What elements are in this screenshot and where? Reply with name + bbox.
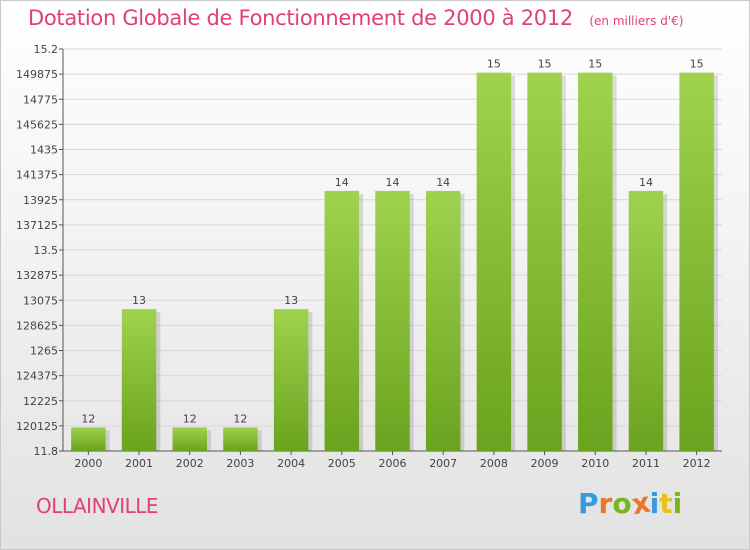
y-tick-label: 13075 (23, 294, 58, 307)
x-tick-label: 2012 (683, 457, 711, 470)
data-label: 14 (639, 176, 653, 189)
x-tick-label: 2004 (277, 457, 305, 470)
data-label: 15 (487, 58, 501, 71)
x-tick-label: 2008 (480, 457, 508, 470)
x-tick-label: 2010 (581, 457, 609, 470)
bar-2005 (324, 190, 360, 451)
y-tick-label: 132875 (16, 269, 58, 282)
y-tick-label: 137125 (16, 219, 58, 232)
logo-letter: o (612, 487, 632, 520)
x-tick-label: 2011 (632, 457, 660, 470)
data-label: 15 (538, 58, 552, 71)
y-tick-label: 149875 (16, 68, 58, 81)
bar-2010 (578, 72, 613, 451)
data-label: 15 (588, 58, 602, 71)
data-label: 14 (335, 176, 349, 189)
proxiti-logo: Proxiti (578, 486, 683, 522)
data-label: 12 (183, 412, 197, 425)
bar-2008 (476, 72, 512, 451)
logo-letter: i (649, 487, 660, 520)
x-tick-label: 2003 (226, 457, 254, 470)
bar-2011 (628, 190, 664, 451)
bar-2003 (223, 427, 258, 451)
bar-2006 (375, 190, 410, 451)
y-tick-label: 128625 (16, 319, 58, 332)
y-tick-label: 124375 (16, 370, 58, 383)
data-label: 12 (81, 412, 95, 425)
bar-2012 (679, 72, 714, 451)
y-tick-label: 120125 (16, 420, 58, 433)
logo-letter: P (578, 487, 599, 520)
y-tick-label: 15.2 (34, 43, 59, 56)
y-tick-label: 12225 (23, 395, 58, 408)
y-tick-label: 13925 (23, 194, 58, 207)
chart-title-text: Dotation Globale de Fonctionnement de 20… (28, 6, 573, 30)
bars (71, 72, 718, 451)
bar-2004 (273, 309, 309, 451)
bar-2000 (71, 427, 106, 451)
x-tick-label: 2002 (176, 457, 204, 470)
place-name: OLLAINVILLE (36, 494, 159, 518)
bar-2007 (425, 190, 461, 451)
data-label: 13 (284, 294, 298, 307)
bar-2002 (172, 427, 207, 451)
data-label: 12 (233, 412, 247, 425)
data-label: 15 (690, 58, 704, 71)
data-label: 14 (386, 176, 400, 189)
x-tick-label: 2005 (328, 457, 356, 470)
y-tick-label: 1435 (30, 144, 58, 157)
y-tick-label: 14775 (23, 93, 58, 106)
y-tick-label: 145625 (16, 118, 58, 131)
bar-2009 (527, 72, 562, 451)
x-tick-label: 2001 (125, 457, 153, 470)
x-tick-label: 2000 (74, 457, 102, 470)
data-label: 13 (132, 294, 146, 307)
y-tick-label: 13.5 (34, 244, 59, 257)
y-tick-label: 11.8 (34, 445, 59, 458)
data-label: 14 (436, 176, 450, 189)
chart-title: Dotation Globale de Fonctionnement de 20… (28, 6, 683, 30)
x-tick-label: 2006 (379, 457, 407, 470)
logo-letter: i (672, 487, 683, 520)
chart-subtitle: (en milliers d'€) (589, 14, 684, 28)
x-tick-label: 2007 (429, 457, 457, 470)
logo-letter: r (598, 487, 613, 520)
bar-2001 (121, 309, 157, 451)
labels: 11.8 120125 12225 124375 1265 128625 13075 1328… (16, 43, 711, 470)
y-tick-label: 1265 (30, 345, 58, 358)
y-tick-label: 141375 (16, 169, 58, 182)
logo-letter: t (659, 487, 673, 520)
x-tick-label: 2009 (531, 457, 559, 470)
